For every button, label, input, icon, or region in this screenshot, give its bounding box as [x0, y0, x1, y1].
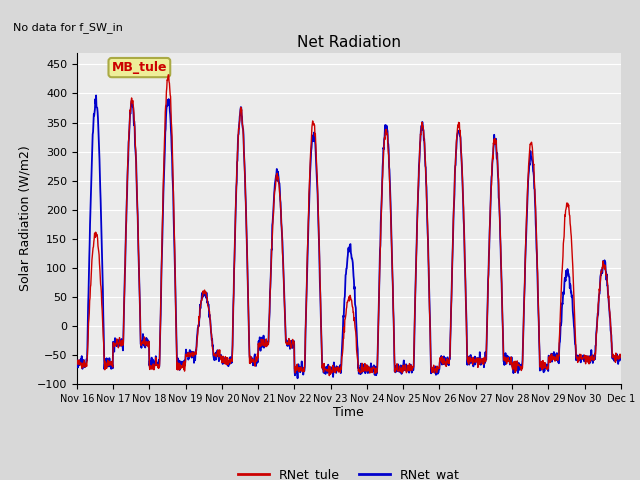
- RNet_tule: [434, 364, 442, 370]
- Y-axis label: Solar Radiation (W/m2): Solar Radiation (W/m2): [18, 145, 31, 291]
- Legend: RNet_tule, RNet_wat: RNet_tule, RNet_wat: [233, 463, 465, 480]
- RNet_wat: [73, 359, 81, 365]
- Line: RNet_wat: RNet_wat: [77, 96, 621, 378]
- RNet_wat: [617, 356, 625, 361]
- RNet_wat: [294, 375, 301, 381]
- RNet_wat: [181, 362, 189, 368]
- RNet_wat: [195, 324, 202, 330]
- RNet_wat: [505, 354, 513, 360]
- RNet_tule: [73, 360, 81, 365]
- RNet_tule: [181, 364, 189, 370]
- X-axis label: Time: Time: [333, 407, 364, 420]
- RNet_wat: [434, 371, 442, 377]
- Text: MB_tule: MB_tule: [111, 61, 167, 74]
- RNet_tule: [326, 373, 333, 379]
- RNet_tule: [165, 72, 173, 78]
- RNet_tule: [617, 353, 625, 359]
- RNet_tule: [505, 358, 513, 363]
- Title: Net Radiation: Net Radiation: [297, 35, 401, 50]
- RNet_tule: [255, 344, 263, 350]
- RNet_tule: [195, 325, 202, 331]
- RNet_wat: [255, 344, 263, 349]
- RNet_wat: [92, 93, 100, 98]
- Text: No data for f_SW_in: No data for f_SW_in: [13, 22, 123, 33]
- Line: RNet_tule: RNet_tule: [77, 75, 621, 376]
- RNet_wat: [553, 357, 561, 363]
- RNet_tule: [553, 352, 561, 358]
